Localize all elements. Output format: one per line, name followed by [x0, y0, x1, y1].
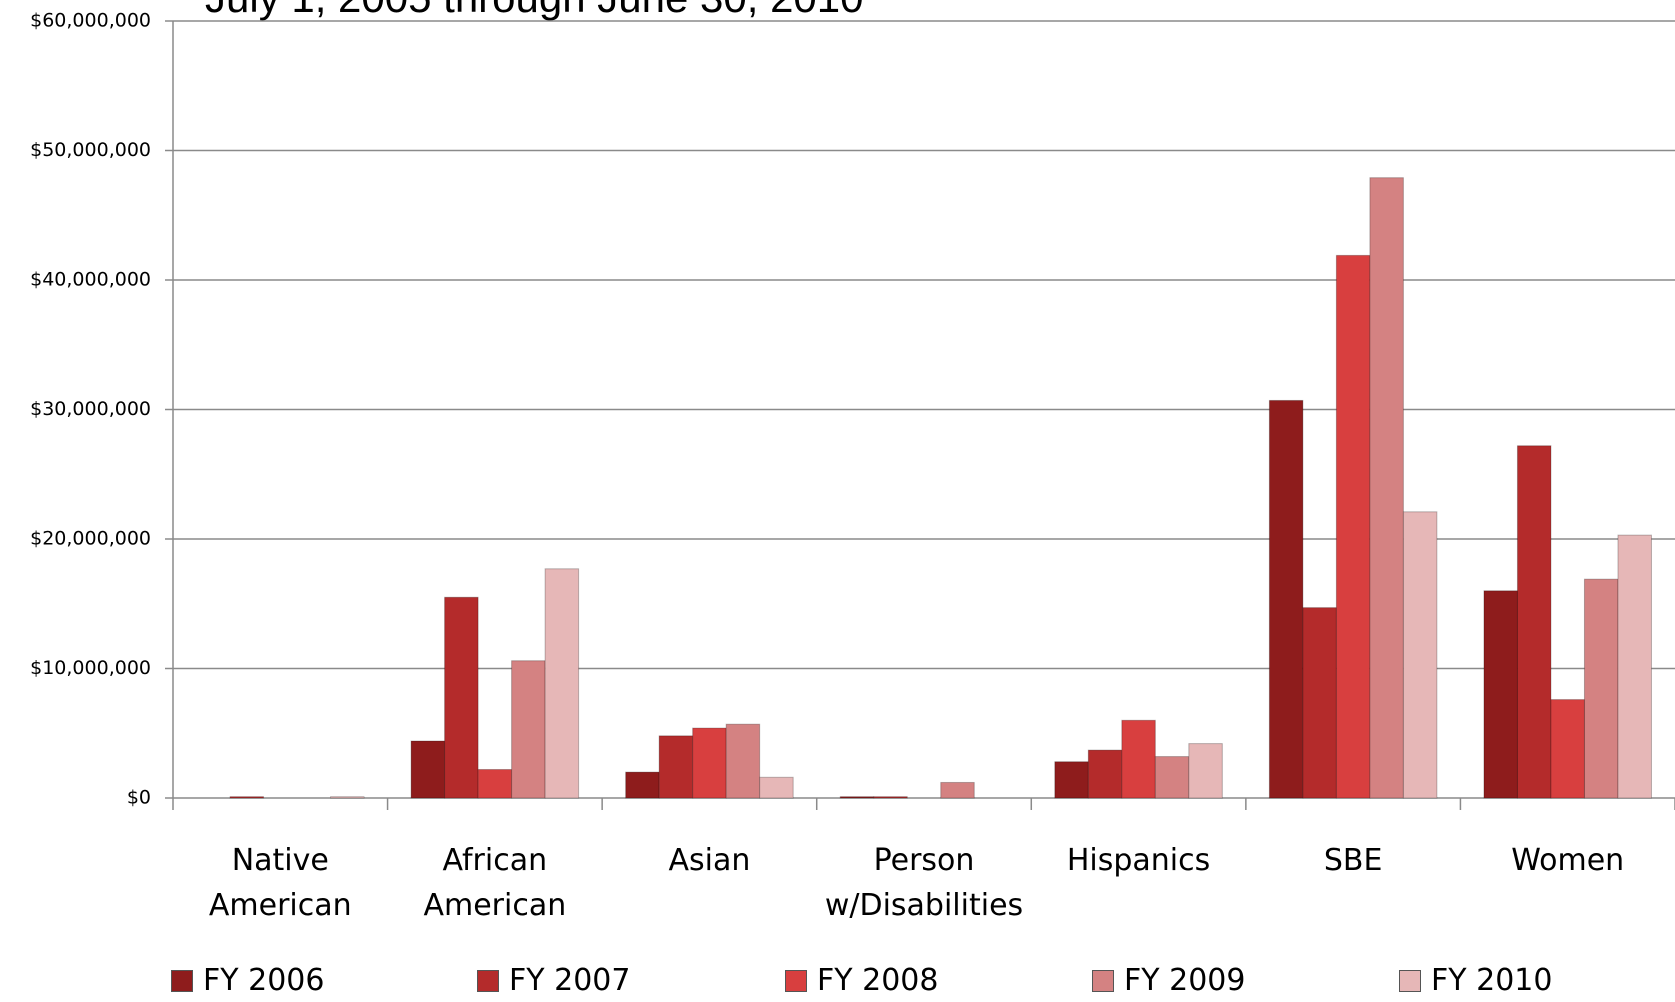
legend-swatch — [171, 969, 193, 992]
y-tick-label: $0 — [127, 787, 151, 809]
bar — [1550, 699, 1585, 799]
y-tick-label: $40,000,000 — [30, 269, 151, 291]
legend-entry: FY 2008 — [785, 963, 938, 998]
legend-entry: FY 2010 — [1399, 963, 1552, 998]
x-tick-label: Hispanics — [1066, 843, 1211, 878]
bar — [759, 776, 794, 799]
y-tick-label: $60,000,000 — [30, 10, 151, 32]
bar — [625, 771, 660, 799]
bar — [692, 727, 727, 799]
bar — [873, 796, 908, 799]
legend-label: FY 2008 — [817, 963, 939, 998]
y-tick-label: $50,000,000 — [30, 139, 151, 161]
bar — [544, 568, 580, 799]
x-tick-label: Person w/Disabilities — [824, 843, 1024, 923]
legend-swatch — [1399, 969, 1421, 992]
bar — [1402, 511, 1438, 799]
chart-title: July 1, 2005 through June 30, 2010 — [205, 0, 864, 21]
bar — [1617, 534, 1652, 799]
bar — [1516, 445, 1552, 799]
bar — [1483, 590, 1518, 799]
x-tick-label: Asian — [668, 843, 751, 878]
legend-entry: FY 2007 — [477, 963, 630, 998]
legend-swatch — [477, 969, 499, 992]
legend-label: FY 2009 — [1124, 963, 1246, 998]
y-tick-label: $30,000,000 — [30, 398, 151, 420]
bar — [1154, 756, 1190, 799]
bar — [1369, 177, 1404, 799]
legend-swatch — [785, 969, 807, 992]
bar — [658, 735, 694, 799]
x-tick-label: SBE — [1323, 843, 1383, 878]
bar — [511, 660, 546, 799]
bar — [1268, 399, 1304, 799]
legend-label: FY 2006 — [203, 963, 325, 998]
bar — [444, 596, 479, 799]
x-tick-label: Native American — [208, 843, 352, 923]
bar — [725, 723, 761, 799]
bar — [1335, 254, 1371, 799]
bar — [330, 796, 365, 799]
legend-label: FY 2010 — [1431, 963, 1553, 998]
bar — [1054, 761, 1089, 799]
bar — [1121, 719, 1156, 799]
y-tick-label: $20,000,000 — [30, 528, 151, 550]
bar — [1302, 607, 1337, 799]
x-tick-label: African American — [423, 843, 567, 923]
bar — [410, 740, 446, 799]
bar — [839, 796, 875, 799]
y-tick-label: $10,000,000 — [30, 657, 151, 679]
bar — [1087, 749, 1123, 799]
bar — [229, 796, 265, 799]
legend-entry: FY 2009 — [1092, 963, 1245, 998]
legend-entry: FY 2006 — [171, 963, 324, 998]
legend-label: FY 2007 — [509, 963, 631, 998]
bar — [940, 781, 975, 799]
legend-swatch — [1092, 969, 1114, 992]
bar — [477, 769, 513, 799]
bar — [1583, 578, 1619, 799]
bar — [1188, 743, 1223, 799]
x-tick-label: Women — [1511, 843, 1625, 878]
